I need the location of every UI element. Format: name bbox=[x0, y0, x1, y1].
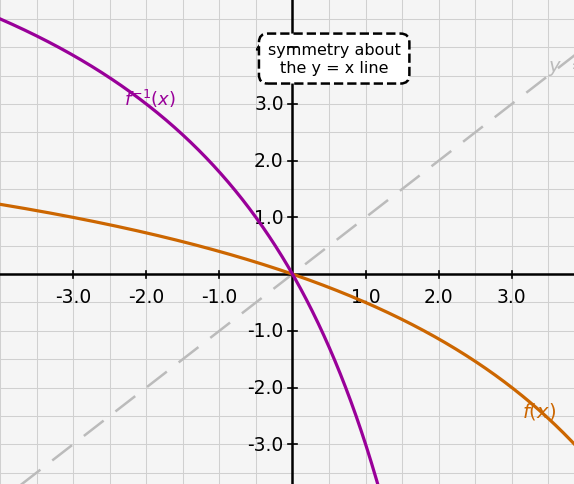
Text: -2.0: -2.0 bbox=[128, 287, 164, 306]
Text: -1.0: -1.0 bbox=[247, 322, 284, 341]
Text: 3.0: 3.0 bbox=[254, 95, 284, 114]
Text: 3.0: 3.0 bbox=[497, 287, 527, 306]
Text: symmetry about
the y = x line: symmetry about the y = x line bbox=[267, 43, 401, 76]
Text: -3.0: -3.0 bbox=[55, 287, 91, 306]
Text: 4.0: 4.0 bbox=[254, 39, 284, 58]
Text: 1.0: 1.0 bbox=[351, 287, 381, 306]
Text: 2.0: 2.0 bbox=[424, 287, 453, 306]
Text: -1.0: -1.0 bbox=[201, 287, 238, 306]
Text: $f^{-1}(x)$: $f^{-1}(x)$ bbox=[125, 88, 176, 110]
Text: 1.0: 1.0 bbox=[254, 209, 284, 227]
Text: $y\ =\ x$: $y\ =\ x$ bbox=[548, 59, 574, 77]
Text: -2.0: -2.0 bbox=[247, 378, 284, 397]
Text: 2.0: 2.0 bbox=[254, 152, 284, 171]
Text: -3.0: -3.0 bbox=[247, 435, 284, 454]
Text: $f(x)$: $f(x)$ bbox=[522, 400, 556, 421]
